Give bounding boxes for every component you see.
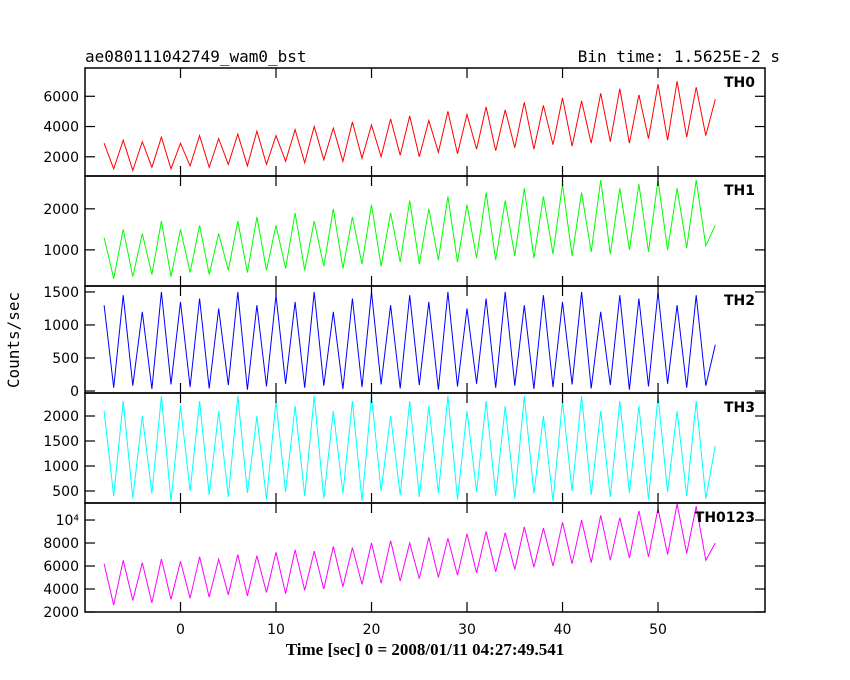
y-tick-label: 500 (52, 484, 79, 500)
y-tick-label: 1500 (43, 434, 79, 450)
light-curve (103, 395, 716, 502)
y-tick-label: 2000 (43, 150, 79, 166)
panel-name: TH1 (724, 183, 755, 199)
x-axis-label: Time [sec] 0 = 2008/01/11 04:27:49.541 (286, 640, 565, 659)
x-tick-label: 10 (267, 622, 285, 638)
panel-name: TH2 (724, 293, 755, 309)
y-tick-label: 8000 (43, 536, 79, 552)
y-tick-label: 2000 (43, 409, 79, 425)
y-tick-label: 1000 (43, 243, 79, 259)
x-tick-label: 20 (363, 622, 381, 638)
y-axis-label: Counts/sec (4, 292, 23, 388)
panel-name: TH0 (724, 75, 755, 91)
x-tick-label: 0 (176, 622, 185, 638)
light-curve (103, 291, 716, 390)
y-tick-label: 6000 (43, 89, 79, 105)
y-tick-label: 1000 (43, 459, 79, 475)
panel-frame (84, 502, 766, 613)
y-tick-label: 1000 (43, 318, 79, 334)
light-curve (103, 81, 716, 173)
y-tick-label: 4000 (43, 120, 79, 136)
y-tick-label: 6000 (43, 559, 79, 575)
y-tick-label: 2000 (43, 202, 79, 218)
y-tick-label: 500 (52, 351, 79, 367)
x-tick-label: 30 (458, 622, 476, 638)
panel-name: TH0123 (695, 510, 755, 526)
light-curve (103, 180, 716, 279)
y-tick-label: 2000 (43, 605, 79, 621)
chart-title: ae080111042749_wam0_bst (85, 47, 307, 66)
y-tick-label: 1500 (43, 285, 79, 301)
x-tick-label: 50 (649, 622, 667, 638)
panel-name: TH3 (724, 400, 755, 416)
bin-time: Bin time: 1.5625E-2 s (578, 47, 780, 66)
x-tick-label: 40 (554, 622, 572, 638)
y-tick-label: 10⁴ (56, 513, 80, 529)
y-tick-label: 0 (70, 384, 79, 400)
y-tick-label: 4000 (43, 582, 79, 598)
light-curve (103, 503, 716, 606)
